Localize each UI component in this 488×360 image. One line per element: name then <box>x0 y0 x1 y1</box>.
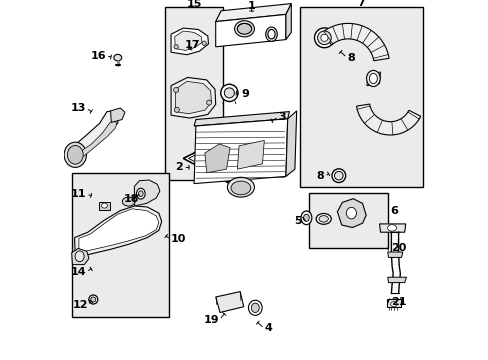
Ellipse shape <box>366 71 380 87</box>
Ellipse shape <box>303 214 309 221</box>
Polygon shape <box>79 209 159 253</box>
Polygon shape <box>171 28 208 55</box>
Text: 16: 16 <box>90 51 106 61</box>
Ellipse shape <box>267 30 275 39</box>
Text: 5: 5 <box>293 216 301 226</box>
Text: 7: 7 <box>357 0 365 8</box>
Polygon shape <box>285 4 291 40</box>
Polygon shape <box>72 248 89 265</box>
Polygon shape <box>215 4 291 22</box>
Ellipse shape <box>206 100 211 105</box>
Polygon shape <box>183 135 276 183</box>
Polygon shape <box>215 292 244 312</box>
Polygon shape <box>366 72 380 86</box>
Polygon shape <box>387 277 406 283</box>
Text: 18: 18 <box>123 194 139 204</box>
Ellipse shape <box>316 213 330 224</box>
Ellipse shape <box>390 302 396 307</box>
Ellipse shape <box>67 145 83 164</box>
Polygon shape <box>285 111 296 176</box>
Polygon shape <box>174 31 202 50</box>
Ellipse shape <box>387 225 396 231</box>
Ellipse shape <box>91 297 96 302</box>
Ellipse shape <box>230 181 250 195</box>
Ellipse shape <box>234 21 254 37</box>
Ellipse shape <box>346 207 356 219</box>
Text: 20: 20 <box>390 243 406 253</box>
Ellipse shape <box>237 23 251 34</box>
Polygon shape <box>197 167 292 182</box>
Polygon shape <box>215 14 285 47</box>
Ellipse shape <box>220 84 238 102</box>
Polygon shape <box>356 104 420 135</box>
Text: 8: 8 <box>316 171 324 181</box>
Ellipse shape <box>138 191 143 197</box>
Bar <box>309 193 387 248</box>
Bar <box>72 173 168 317</box>
Ellipse shape <box>317 31 330 45</box>
Ellipse shape <box>334 171 343 180</box>
Ellipse shape <box>314 28 334 48</box>
Polygon shape <box>379 224 405 232</box>
Ellipse shape <box>136 188 145 199</box>
Ellipse shape <box>122 197 135 206</box>
Ellipse shape <box>248 300 262 315</box>
Ellipse shape <box>89 295 98 304</box>
Bar <box>165 7 223 180</box>
Ellipse shape <box>174 45 178 49</box>
Ellipse shape <box>224 88 234 98</box>
Polygon shape <box>337 199 366 228</box>
Polygon shape <box>321 23 388 61</box>
Text: 21: 21 <box>390 297 406 307</box>
Ellipse shape <box>173 87 178 93</box>
Ellipse shape <box>331 169 345 183</box>
Polygon shape <box>237 140 264 169</box>
Ellipse shape <box>114 54 122 61</box>
Polygon shape <box>72 111 118 163</box>
Text: 3: 3 <box>278 112 286 122</box>
Polygon shape <box>194 119 287 184</box>
Polygon shape <box>134 180 160 206</box>
Ellipse shape <box>202 41 206 45</box>
Bar <box>300 7 422 187</box>
Ellipse shape <box>368 73 377 84</box>
Text: 13: 13 <box>71 103 86 113</box>
Polygon shape <box>387 252 402 257</box>
Polygon shape <box>194 112 289 126</box>
Ellipse shape <box>320 34 327 41</box>
Ellipse shape <box>227 177 254 197</box>
Ellipse shape <box>174 107 179 112</box>
Ellipse shape <box>265 27 277 41</box>
Text: 8: 8 <box>346 53 354 63</box>
Polygon shape <box>110 108 125 122</box>
Ellipse shape <box>301 211 311 225</box>
Text: 15: 15 <box>186 0 202 9</box>
Text: 17: 17 <box>184 40 200 50</box>
Text: 19: 19 <box>203 315 219 325</box>
Ellipse shape <box>64 142 86 167</box>
Text: 4: 4 <box>264 323 272 333</box>
Polygon shape <box>79 121 117 157</box>
Bar <box>99 202 110 210</box>
Text: 11: 11 <box>70 189 86 199</box>
Text: 9: 9 <box>241 89 248 99</box>
Polygon shape <box>175 81 211 114</box>
Text: 10: 10 <box>170 234 186 244</box>
Text: 14: 14 <box>70 267 86 277</box>
Polygon shape <box>75 206 162 257</box>
Ellipse shape <box>102 203 107 208</box>
Text: 1: 1 <box>247 1 255 12</box>
Ellipse shape <box>318 216 328 222</box>
Polygon shape <box>188 138 271 180</box>
Polygon shape <box>171 77 215 118</box>
Text: 12: 12 <box>72 300 88 310</box>
Text: 6: 6 <box>389 206 397 216</box>
Polygon shape <box>186 160 273 184</box>
Polygon shape <box>204 144 230 173</box>
Ellipse shape <box>251 303 259 312</box>
Bar <box>386 299 400 307</box>
Text: 2: 2 <box>175 162 183 172</box>
Ellipse shape <box>75 251 84 262</box>
